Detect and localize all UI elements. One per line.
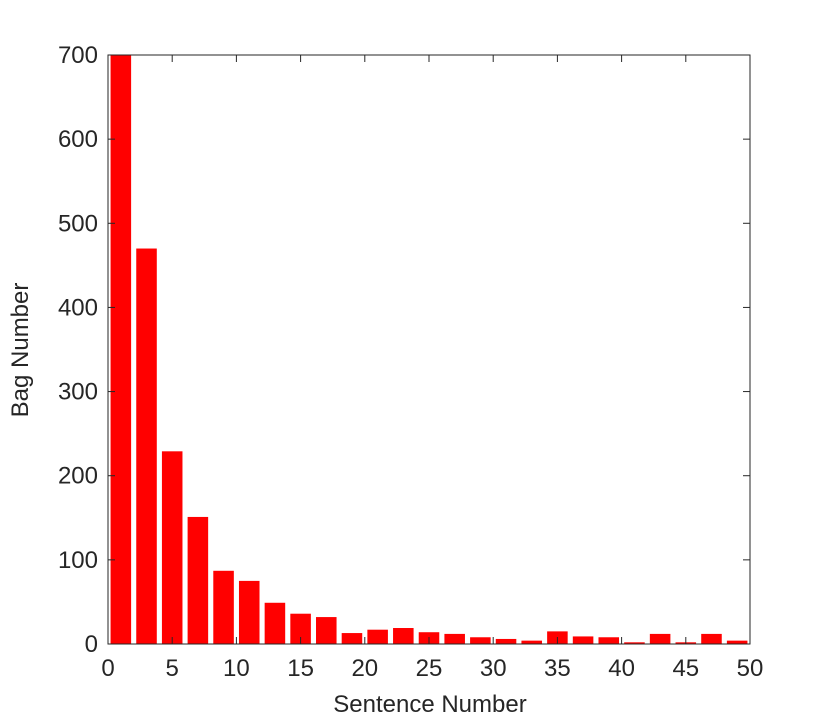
y-tick-label: 0 <box>85 631 98 658</box>
x-tick-label: 0 <box>101 655 114 682</box>
x-tick-label: 10 <box>223 655 250 682</box>
bar <box>572 636 594 644</box>
bar <box>726 640 748 644</box>
bar <box>316 617 337 644</box>
bar <box>393 628 414 644</box>
bar <box>161 451 183 644</box>
bar <box>264 602 286 644</box>
x-tick-label: 40 <box>608 655 635 682</box>
y-tick-label: 100 <box>58 547 98 574</box>
bar <box>213 570 234 644</box>
bar <box>598 637 620 644</box>
bar <box>649 633 671 644</box>
x-tick-label: 15 <box>287 655 314 682</box>
x-tick-label: 20 <box>351 655 378 682</box>
bar <box>110 55 132 644</box>
bar <box>444 633 465 644</box>
y-tick-label: 500 <box>58 210 98 237</box>
bar <box>624 642 645 644</box>
x-tick-label: 45 <box>672 655 699 682</box>
y-tick-label: 700 <box>58 42 98 69</box>
y-axis-label: Bag Number <box>7 283 34 418</box>
bar <box>341 633 363 644</box>
bar <box>238 580 260 644</box>
bar <box>470 637 491 644</box>
bar <box>495 638 517 644</box>
bar <box>136 248 157 644</box>
x-tick-label: 35 <box>544 655 571 682</box>
y-tick-label: 600 <box>58 126 98 153</box>
x-tick-label: 25 <box>416 655 443 682</box>
x-tick-label: 50 <box>737 655 764 682</box>
bar <box>521 640 542 644</box>
bar <box>290 613 311 644</box>
x-tick-label: 30 <box>480 655 507 682</box>
y-tick-label: 300 <box>58 379 98 406</box>
bar <box>187 516 209 644</box>
bar <box>701 633 722 644</box>
y-tick-label: 200 <box>58 463 98 490</box>
x-tick-label: 5 <box>166 655 179 682</box>
y-tick-label: 400 <box>58 294 98 321</box>
x-axis-label: Sentence Number <box>333 691 526 718</box>
bar <box>367 629 388 644</box>
